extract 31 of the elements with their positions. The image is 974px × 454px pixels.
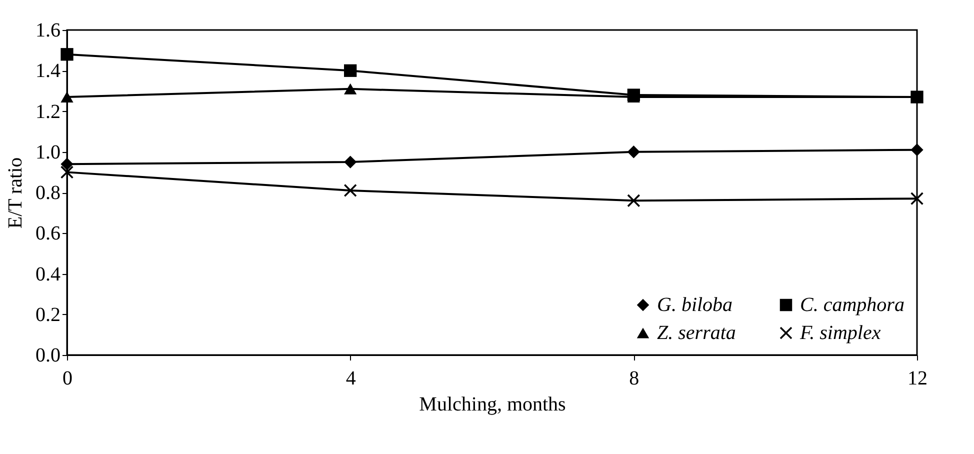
point: [910, 192, 924, 205]
legend-label: C. camphora: [800, 294, 904, 316]
point: [60, 158, 74, 170]
legend-label: G. biloba: [657, 294, 733, 316]
y-tick-label: 0.0: [36, 344, 60, 366]
y-tick-label: 1.2: [36, 100, 60, 123]
y-tick-label: 1.6: [36, 20, 60, 42]
point: [627, 146, 640, 158]
legend-label: Z. serrata: [657, 322, 736, 344]
point: [344, 156, 357, 168]
point: [627, 194, 640, 207]
x-tick-label: 4: [346, 368, 356, 390]
y-tick-label: 0.8: [36, 182, 60, 204]
y-tick-label: 0.6: [36, 222, 60, 245]
point: [60, 166, 74, 179]
point: [60, 92, 74, 103]
point: [344, 64, 357, 77]
point: [60, 48, 74, 61]
legend-label: F. simplex: [799, 322, 881, 344]
x-tick-label: 12: [908, 368, 928, 390]
x-axis-title: Mulching, months: [419, 394, 566, 416]
y-axis-title: E/T ratio: [4, 157, 26, 229]
y-tick-label: 0.4: [36, 263, 60, 286]
x-tick-label: 8: [629, 368, 640, 390]
y-tick-label: 1.0: [36, 141, 60, 164]
x-tick-label: 0: [62, 368, 72, 390]
y-tick-label: 1.4: [36, 60, 60, 82]
y-tick-label: 0.2: [36, 304, 60, 326]
point: [344, 184, 357, 197]
point: [910, 144, 924, 156]
point: [344, 83, 357, 94]
